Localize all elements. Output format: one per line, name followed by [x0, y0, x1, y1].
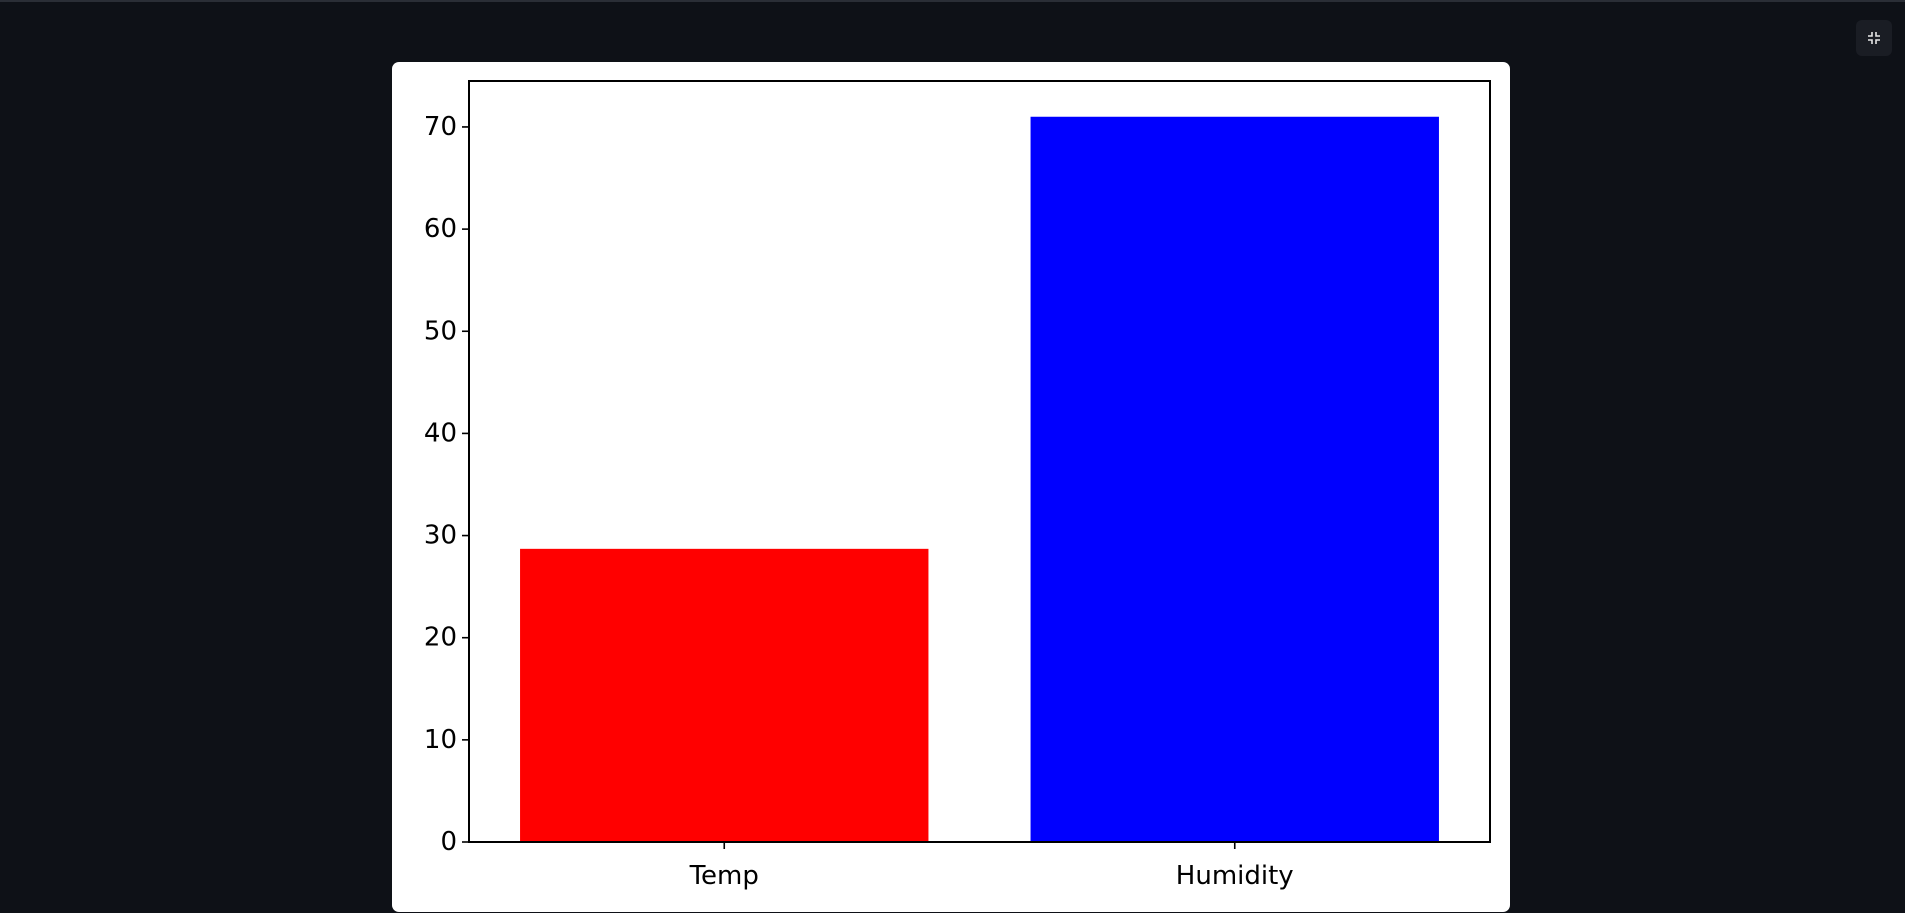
y-tick-label: 60 — [424, 214, 457, 244]
x-axis-ticks: Temp Humidity — [689, 842, 1294, 891]
bar-temp — [520, 548, 929, 842]
exit-fullscreen-button[interactable] — [1856, 20, 1892, 56]
y-tick-label: 40 — [424, 418, 457, 448]
chart-figure: 0 10 20 30 40 50 60 70 Temp Humidity — [392, 62, 1510, 912]
bar-humidity — [1030, 116, 1439, 842]
y-tick-label: 0 — [440, 827, 457, 857]
y-tick-label: 30 — [424, 521, 457, 551]
y-tick-label: 20 — [424, 623, 457, 653]
bars — [520, 116, 1439, 842]
y-tick-label: 10 — [424, 725, 457, 755]
bar-chart: 0 10 20 30 40 50 60 70 Temp Humidity — [424, 80, 1491, 891]
x-tick-label: Temp — [689, 861, 759, 891]
y-tick-label: 50 — [424, 316, 457, 346]
y-axis-ticks: 0 10 20 30 40 50 60 70 — [424, 112, 469, 857]
y-tick-label: 70 — [424, 112, 457, 142]
axes-frame — [468, 80, 1491, 843]
x-tick-label: Humidity — [1176, 861, 1294, 891]
exit-fullscreen-icon — [1868, 32, 1880, 44]
